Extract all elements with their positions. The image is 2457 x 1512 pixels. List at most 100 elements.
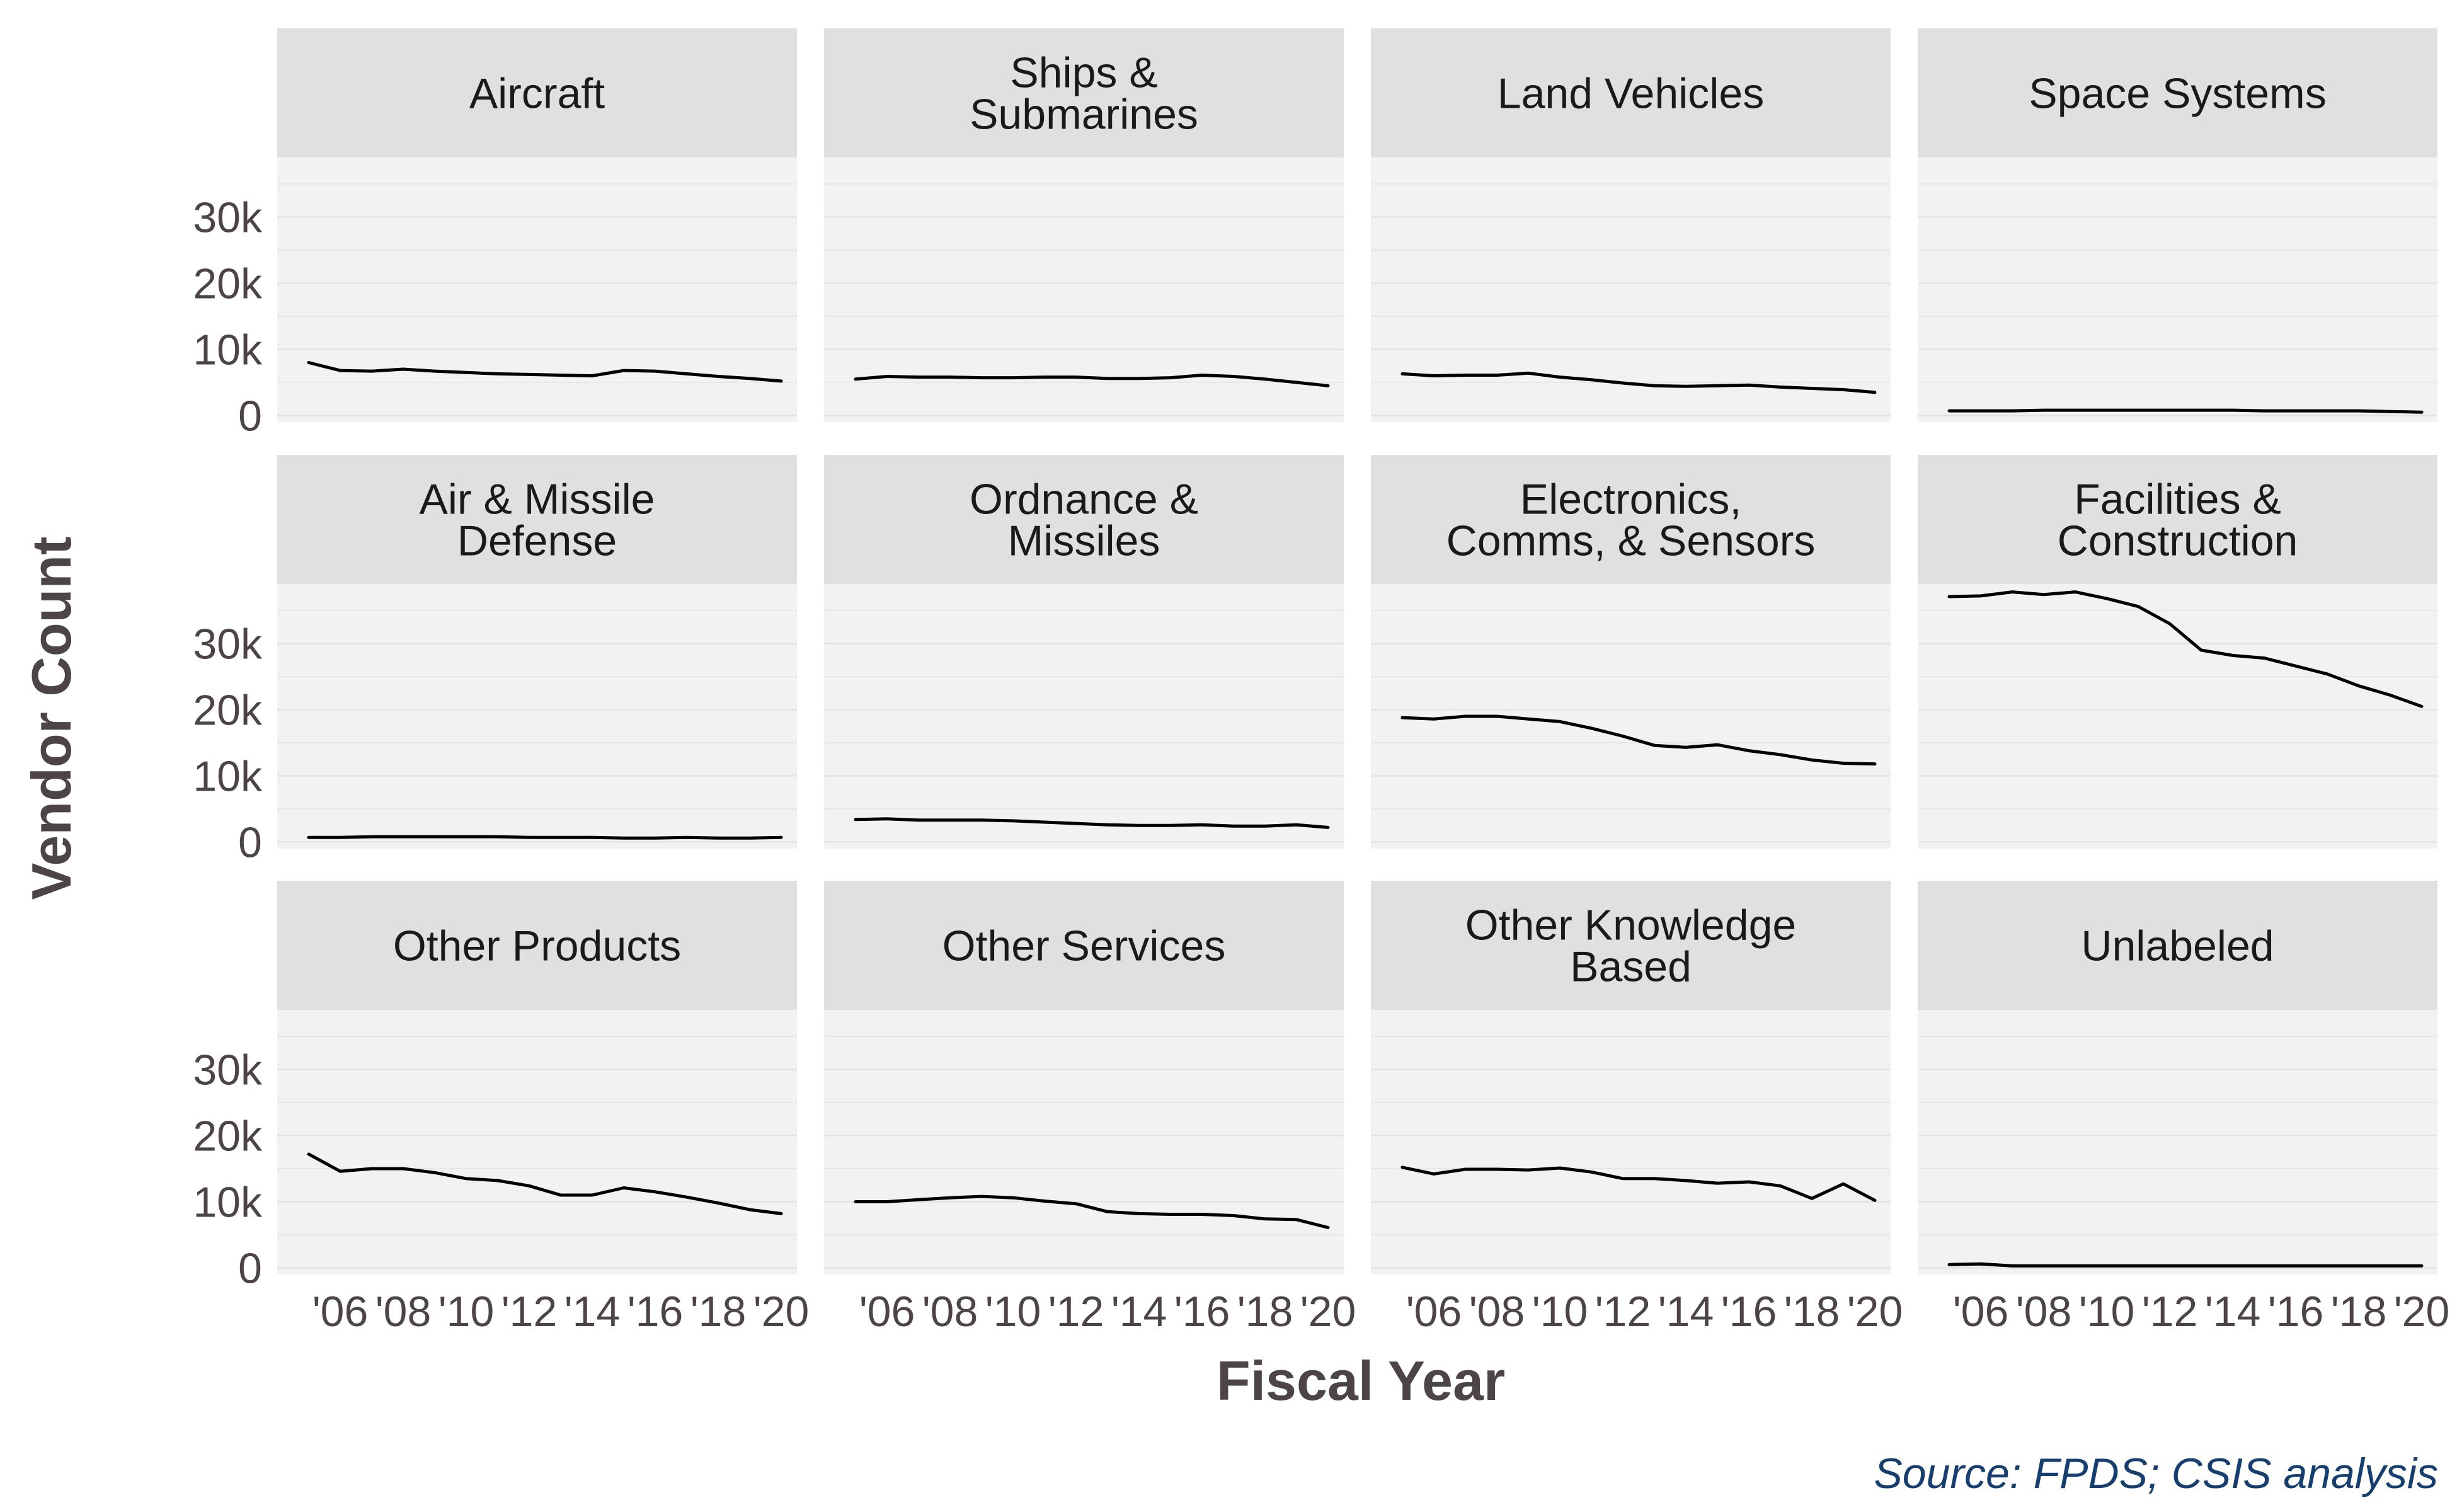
series-line (307, 835, 783, 840)
plot-background (1371, 158, 1891, 422)
y-tick-label: 30k (193, 1046, 263, 1094)
facet-grid: Aircraft Ships &Submarines Land Vehicles Sp… (277, 28, 2437, 1274)
plot-background (1371, 1010, 1891, 1274)
y-tick-label: 20k (193, 1113, 263, 1160)
plot-background (824, 1010, 1344, 1274)
y-tick-label: 0 (238, 819, 262, 867)
facet-title: Submarines (970, 91, 1198, 139)
x-tick-label: '18 (690, 1288, 747, 1336)
x-tick-label: '12 (501, 1288, 558, 1336)
x-tick-label: '10 (2079, 1288, 2135, 1336)
facet-panel: Unlabeled (1918, 881, 2437, 1274)
facet-panel: Ordnance &Missiles (824, 455, 1344, 849)
x-tick-label: '12 (1595, 1288, 1651, 1336)
facet-panel: Electronics,Comms, & Sensors (1371, 455, 1891, 849)
facet-strip (1371, 455, 1891, 584)
y-tick-label: 20k (193, 260, 263, 308)
y-tick-label: 30k (193, 194, 263, 242)
x-tick-label: '20 (1847, 1288, 1903, 1336)
series-line (1400, 371, 1877, 394)
plot-background (1918, 584, 2437, 849)
x-tick-label: '18 (2331, 1288, 2387, 1336)
x-tick-label: '20 (1300, 1288, 1356, 1336)
x-tick-label: '16 (627, 1288, 684, 1336)
series-line (854, 374, 1330, 387)
facet-title: Aircraft (469, 70, 605, 118)
x-tick-label: '16 (1721, 1288, 1777, 1336)
facet-strip (1371, 28, 1891, 158)
plot-background (277, 158, 797, 422)
facet-panel: Facilities &Construction (1918, 455, 2437, 849)
facet-title: Ordnance & (970, 476, 1198, 524)
facet-title: Unlabeled (2081, 922, 2274, 970)
x-tick-label: '06 (859, 1288, 915, 1336)
y-tick-label: 10k (193, 1179, 263, 1227)
facet-panel: Other Services (824, 881, 1344, 1274)
facet-title: Defense (457, 517, 617, 565)
x-tick-label: '18 (1237, 1288, 1293, 1336)
x-tick-label: '16 (1174, 1288, 1230, 1336)
facet-strip (824, 28, 1344, 158)
x-tick-label: '12 (2142, 1288, 2198, 1336)
facet-title: Other Knowledge (1465, 902, 1796, 949)
series-line (1947, 1262, 2424, 1268)
x-tick-label: '14 (2205, 1288, 2261, 1336)
facet-strip (824, 455, 1344, 584)
x-tick-label: '14 (1658, 1288, 1714, 1336)
series-line (307, 361, 783, 383)
facet-strip (277, 28, 797, 158)
facet-title: Based (1570, 943, 1692, 991)
facet-strip (1371, 881, 1891, 1010)
x-tick-label: '08 (922, 1288, 978, 1336)
x-tick-label: '10 (1532, 1288, 1588, 1336)
x-tick-label: '16 (2268, 1288, 2324, 1336)
facet-strip (1918, 455, 2437, 584)
facet-title: Land Vehicles (1498, 70, 1764, 118)
series-line (1947, 408, 2424, 414)
facet-title: Air & Missile (419, 476, 655, 524)
facet-strip (277, 455, 797, 584)
facet-title: Other Services (942, 922, 1226, 970)
facet-title: Construction (2058, 517, 2298, 565)
series-line (1947, 590, 2424, 708)
x-tick-label: '06 (312, 1288, 369, 1336)
y-axis-title: Vendor Count (20, 537, 83, 900)
x-tick-label: '20 (753, 1288, 810, 1336)
y-tick-label: 30k (193, 621, 263, 668)
source-caption: Source: FPDS; CSIS analysis (1874, 1450, 2438, 1498)
y-tick-label: 10k (193, 753, 263, 801)
series-line (854, 1194, 1330, 1229)
x-tick-label: '10 (438, 1288, 495, 1336)
facet-title: Ships & (1010, 49, 1157, 97)
facet-panel: Aircraft (277, 28, 797, 422)
x-axes: '06'08'10'12'14'16'18'20'06'08'10'12'14 '… (312, 1288, 2450, 1336)
x-tick-label: '12 (1048, 1288, 1104, 1336)
y-tick-label: 20k (193, 687, 263, 735)
y-tick-label: 0 (238, 1245, 262, 1293)
facet-title: Comms, & Sensors (1446, 517, 1816, 565)
x-tick-label: '20 (2394, 1288, 2450, 1336)
facet-strip (277, 881, 797, 1010)
facet-title: Electronics, (1520, 476, 1741, 524)
y-tick-label: 10k (193, 326, 263, 374)
plot-background (824, 584, 1344, 849)
series-line (854, 817, 1330, 829)
plot-background (277, 1010, 797, 1274)
facet-panel: Other Products (277, 881, 797, 1274)
x-tick-label: '14 (564, 1288, 621, 1336)
x-tick-label: '06 (1406, 1288, 1462, 1336)
facet-strip (824, 881, 1344, 1010)
y-axes: 0 10k 20k 30k 0 10k 20k 30k 0 10k 20k 30k (193, 194, 263, 1293)
facet-panel: Ships &Submarines (824, 28, 1344, 422)
x-tick-label: '14 (1111, 1288, 1167, 1336)
plot-background (1918, 158, 2437, 422)
series-line (1400, 714, 1877, 766)
facet-title: Space Systems (2029, 70, 2326, 118)
series-line (307, 1152, 783, 1215)
plot-background (1918, 1010, 2437, 1274)
facet-strip (1918, 881, 2437, 1010)
x-tick-label: '08 (1469, 1288, 1525, 1336)
